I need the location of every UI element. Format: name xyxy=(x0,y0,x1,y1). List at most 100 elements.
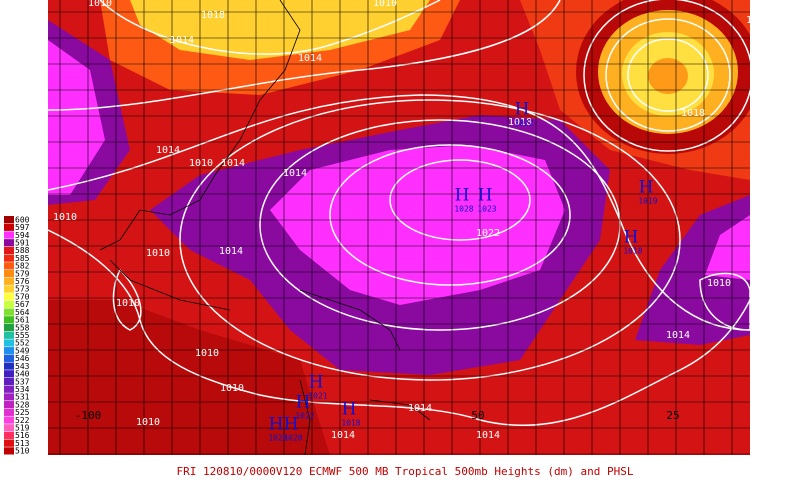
high-pressure: 1022 xyxy=(295,412,314,421)
high-symbol: H xyxy=(342,400,357,420)
high-symbol: H xyxy=(515,100,530,120)
isobar-label: 1014 xyxy=(219,246,243,257)
isobar-label: 1010 xyxy=(136,417,160,428)
legend-label: 576 xyxy=(15,277,30,286)
legend-swatch xyxy=(4,293,14,301)
legend-swatch xyxy=(4,354,14,362)
legend-label: 558 xyxy=(15,323,30,332)
field-magenta xyxy=(705,215,750,280)
legend-label: 540 xyxy=(15,370,30,379)
legend-swatch xyxy=(4,447,14,455)
legend-label: 543 xyxy=(15,362,30,371)
high-symbol: H xyxy=(624,228,639,248)
legend-label: 516 xyxy=(15,431,30,440)
isobar-label: 1010 xyxy=(53,212,77,223)
high-pressure: 1023 xyxy=(477,205,496,214)
isobar-label: 1010 xyxy=(88,0,112,9)
legend-label: 579 xyxy=(15,269,30,278)
isobar-label: 1014 xyxy=(156,145,180,156)
longitude-label: 50 xyxy=(471,409,484,422)
isobar-label: 1010 xyxy=(189,158,213,169)
legend-swatch xyxy=(4,262,14,270)
legend-label: 510 xyxy=(15,447,30,456)
isobar-label: 1010 xyxy=(707,278,731,289)
high-pressure: 1018 xyxy=(623,247,642,256)
legend-label: 564 xyxy=(15,308,30,317)
map-field: 1010 1018 1014 1010 1014 1014 1018 1014 1010 1014… xyxy=(48,0,770,455)
field-ring xyxy=(648,58,688,94)
legend-label: 561 xyxy=(15,316,30,325)
legend-swatch xyxy=(4,285,14,293)
isobar-label: 1010 xyxy=(116,298,140,309)
isobar-label: 1014 xyxy=(408,403,432,414)
legend-swatch xyxy=(4,416,14,424)
legend-label: 594 xyxy=(15,231,30,240)
legend-label: 522 xyxy=(15,416,30,425)
legend-swatch xyxy=(4,331,14,339)
legend-label: 534 xyxy=(15,385,30,394)
legend-label: 570 xyxy=(15,292,30,301)
high-symbol: H xyxy=(309,373,324,393)
high-pressure: 1018 xyxy=(341,419,360,428)
coastline xyxy=(99,0,431,455)
high-pressure: 1020 xyxy=(268,434,287,443)
isobar-label: 1014 xyxy=(746,15,770,26)
high-pressure: 1019 xyxy=(638,197,657,206)
high-pressure: 1021 xyxy=(308,392,327,401)
legend-label: 555 xyxy=(15,331,30,340)
legend-label: 552 xyxy=(15,339,30,348)
legend-label: 525 xyxy=(15,408,30,417)
longitude-label: -100 xyxy=(75,409,102,422)
legend-swatch xyxy=(4,269,14,278)
legend-label: 600 xyxy=(15,215,30,224)
legend-swatch xyxy=(4,323,14,332)
legend-swatch xyxy=(4,439,14,447)
legend-swatch xyxy=(4,377,14,386)
legend-swatch xyxy=(4,223,14,231)
isobar-label: 1014 xyxy=(331,430,355,441)
legend-label: 591 xyxy=(15,238,30,247)
legend-swatch xyxy=(4,370,14,378)
high-symbol: H xyxy=(639,178,654,198)
legend-label: 528 xyxy=(15,400,30,409)
legend-label: 567 xyxy=(15,300,30,309)
legend-swatch xyxy=(4,231,14,239)
legend-label: 519 xyxy=(15,424,30,433)
isobar-label: 1010 xyxy=(373,0,397,9)
isobar-label: 1010 xyxy=(146,248,170,259)
legend-swatch xyxy=(4,246,14,255)
isobar-label: 1010 xyxy=(220,383,244,394)
legend-swatch xyxy=(4,239,14,247)
legend-swatch xyxy=(4,300,14,309)
legend-label: 597 xyxy=(15,223,30,232)
legend-label: 582 xyxy=(15,262,30,271)
legend-swatch xyxy=(4,431,14,440)
legend-label: 585 xyxy=(15,254,30,263)
isobar-label: 1014 xyxy=(221,158,245,169)
field-magenta xyxy=(48,40,105,195)
legend-label: 531 xyxy=(15,393,30,402)
high-pressure: 1028 xyxy=(454,205,473,214)
high-symbol: H xyxy=(269,415,284,435)
legend: 6005975945915885855825795765735705675645… xyxy=(4,215,30,456)
legend-swatch xyxy=(4,277,14,285)
legend-swatch xyxy=(4,401,14,409)
isobar-label: 1018 xyxy=(508,117,532,128)
isobar-label: 1014 xyxy=(666,330,690,341)
legend-swatch xyxy=(4,347,14,355)
legend-swatch xyxy=(4,362,14,370)
legend-swatch xyxy=(4,408,14,416)
isobar-label: 1014 xyxy=(476,430,500,441)
isobar-label: 1014 xyxy=(298,53,322,64)
high-symbol: H xyxy=(284,415,299,435)
legend-label: 588 xyxy=(15,246,30,255)
graticule xyxy=(48,0,750,455)
legend-swatch xyxy=(4,424,14,432)
legend-swatch xyxy=(4,385,14,393)
legend-swatch xyxy=(4,308,14,316)
field-dark xyxy=(48,300,330,455)
legend-swatch xyxy=(4,339,14,347)
isobar-label: 1010 xyxy=(195,348,219,359)
field-purple xyxy=(635,195,750,345)
